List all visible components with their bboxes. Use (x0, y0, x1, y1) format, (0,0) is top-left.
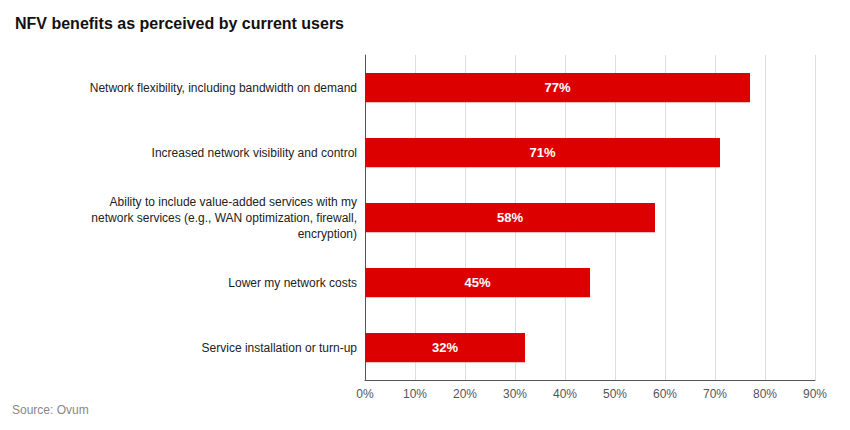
svg-text:30%: 30% (503, 387, 527, 401)
svg-text:Ability to include value-added: Ability to include value-added services … (110, 195, 357, 209)
svg-text:encryption): encryption) (298, 227, 357, 241)
svg-text:70%: 70% (703, 387, 727, 401)
svg-text:Service installation or turn-u: Service installation or turn-up (202, 341, 358, 355)
svg-text:network services (e.g., WAN op: network services (e.g., WAN optimization… (91, 211, 357, 225)
svg-text:32%: 32% (432, 340, 458, 355)
svg-text:58%: 58% (497, 210, 523, 225)
svg-text:40%: 40% (553, 387, 577, 401)
svg-text:50%: 50% (603, 387, 627, 401)
svg-text:Network flexibility, including: Network flexibility, including bandwidth… (90, 81, 357, 95)
svg-text:NFV benefits as perceived by c: NFV benefits as perceived by current use… (15, 15, 344, 32)
svg-text:20%: 20% (453, 387, 477, 401)
svg-text:Source: Ovum: Source: Ovum (12, 403, 89, 417)
svg-text:0%: 0% (356, 387, 374, 401)
svg-text:Lower my network costs: Lower my network costs (228, 276, 357, 290)
svg-text:77%: 77% (544, 80, 570, 95)
svg-text:45%: 45% (464, 275, 490, 290)
svg-text:10%: 10% (403, 387, 427, 401)
svg-text:90%: 90% (803, 387, 827, 401)
svg-text:80%: 80% (753, 387, 777, 401)
svg-text:Increased network visibility a: Increased network visibility and control (152, 146, 357, 160)
svg-text:71%: 71% (529, 145, 555, 160)
svg-text:60%: 60% (653, 387, 677, 401)
